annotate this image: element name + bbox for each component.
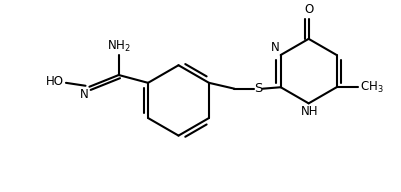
Text: O: O: [304, 3, 313, 16]
Text: N: N: [80, 88, 89, 101]
Text: S: S: [254, 82, 262, 95]
Text: NH$_2$: NH$_2$: [107, 38, 131, 54]
Text: N: N: [271, 41, 280, 54]
Text: NH: NH: [301, 105, 318, 118]
Text: HO: HO: [46, 75, 64, 88]
Text: CH$_3$: CH$_3$: [360, 80, 384, 95]
